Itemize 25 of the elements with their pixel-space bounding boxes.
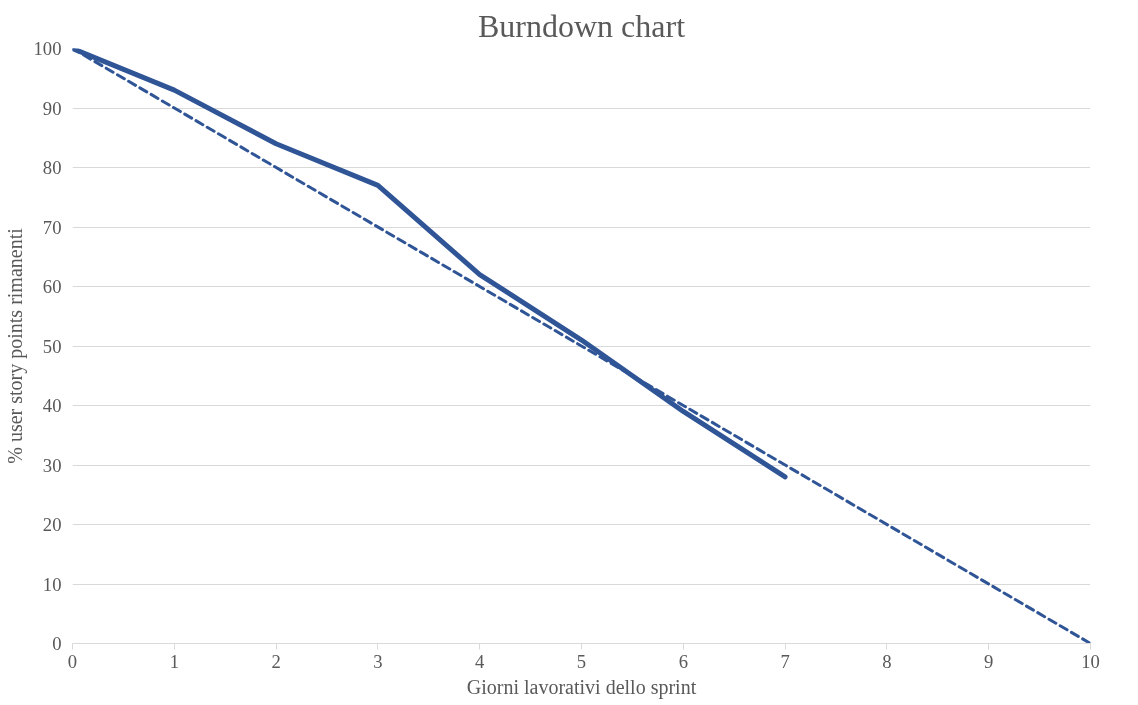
x-tick-label: 9 (984, 650, 994, 672)
x-tick-label: 0 (67, 650, 78, 672)
y-tick-label: 0 (52, 633, 62, 654)
x-tick-label: 1 (169, 650, 179, 672)
y-tick-label: 90 (42, 97, 62, 119)
y-axis-title: % user story points rimanenti (3, 227, 27, 464)
x-tick-label: 10 (1081, 650, 1100, 672)
x-tick-label: 2 (271, 650, 281, 672)
y-tick-label: 10 (42, 573, 62, 595)
y-tick-label: 20 (42, 514, 62, 535)
x-tick-label: 4 (475, 650, 486, 672)
x-tick-label: 5 (576, 650, 587, 672)
x-tick-label: 6 (678, 650, 688, 672)
y-tick-label: 60 (42, 276, 62, 297)
y-tick-label: 70 (42, 216, 62, 238)
x-tick-label: 3 (373, 650, 383, 672)
y-tick-label: 40 (42, 395, 62, 416)
x-axis-title: Giorni lavorativi dello sprint (466, 675, 697, 699)
y-tick-label: 50 (42, 335, 62, 357)
x-tick-label: 8 (882, 650, 892, 672)
x-tick-label: 7 (780, 650, 790, 672)
y-tick-label: 80 (42, 157, 62, 178)
chart-title: Burndown chart (477, 7, 686, 44)
y-tick-label: 30 (42, 454, 62, 476)
y-tick-label: 100 (33, 38, 62, 59)
